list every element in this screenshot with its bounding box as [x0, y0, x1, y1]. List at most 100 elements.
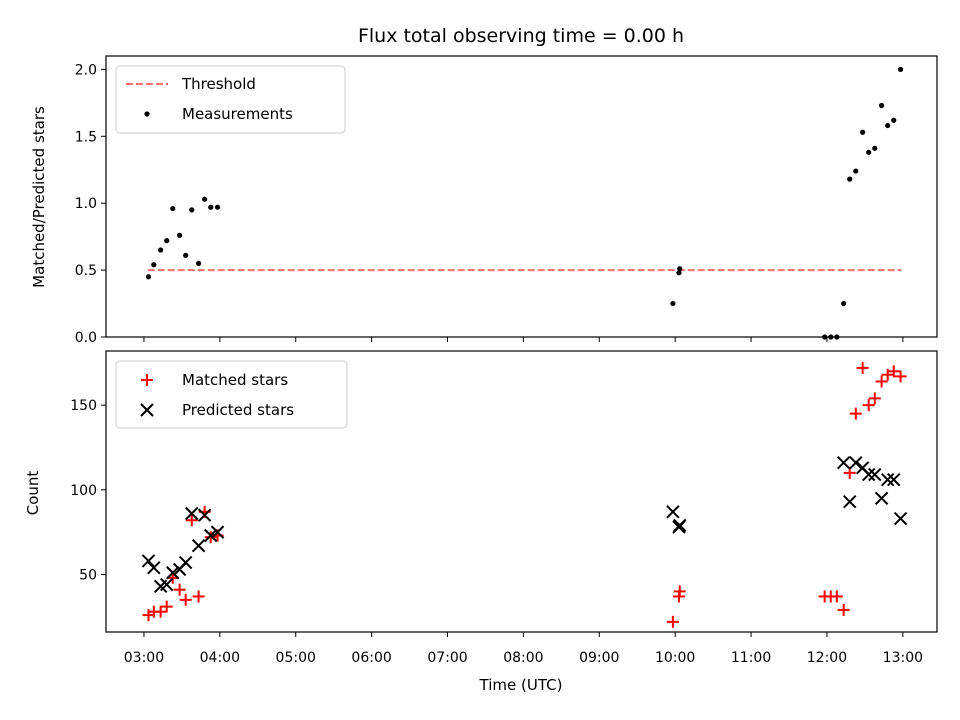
predicted-star-point	[673, 518, 687, 533]
measurement-point	[202, 196, 208, 202]
matched-star-point	[856, 361, 869, 374]
panel-ratio-x-ticks	[143, 337, 904, 342]
y-tick-label: 150	[70, 398, 97, 414]
measurement-point	[847, 176, 853, 182]
matched-star-point	[887, 365, 900, 378]
predicted-star-point	[843, 494, 857, 509]
matched-star-point	[894, 370, 907, 383]
x-tick-label: 13:00	[883, 650, 923, 666]
predicted-star-point	[191, 538, 206, 553]
measurement-point	[214, 204, 221, 210]
legend-threshold-label: Threshold	[181, 75, 256, 93]
legend-measurements-swatch	[144, 111, 150, 117]
measurement-point	[183, 252, 189, 258]
measurement-point	[151, 262, 157, 268]
predicted-star-point	[868, 467, 882, 482]
measurement-point	[885, 122, 891, 129]
measurement-point	[841, 300, 847, 307]
predicted-star-point	[880, 472, 895, 487]
legend-box	[115, 360, 348, 429]
x-tick-label: 12:00	[807, 650, 847, 666]
matched-star-point	[868, 392, 881, 405]
measurement-point	[866, 149, 872, 155]
y-tick-label: 50	[79, 567, 97, 583]
measurement-point	[891, 117, 897, 123]
measurement-point	[670, 300, 676, 307]
measurement-point	[822, 334, 828, 340]
matched-star-point	[849, 407, 862, 420]
predicted-star-point	[160, 577, 174, 592]
panel-ratio-frame	[105, 55, 938, 338]
matched-star-point	[830, 590, 843, 603]
measurement-points	[145, 66, 904, 340]
x-tick-label: 03:00	[124, 650, 164, 666]
legend-predicted-swatch	[140, 403, 154, 417]
y-tick-label: 2.0	[75, 62, 97, 78]
matched-star-point	[843, 466, 856, 479]
matched-star-point	[154, 605, 167, 618]
predicted-star-point	[141, 554, 156, 568]
x-tick-label: 10:00	[655, 650, 695, 666]
measurement-point	[872, 145, 878, 151]
measurement-point	[853, 168, 859, 174]
panel-ratio-legend: Threshold Measurements	[115, 65, 346, 134]
measurement-point	[897, 66, 904, 72]
measurement-point	[145, 274, 152, 280]
x-axis-label: Time (UTC)	[479, 676, 563, 694]
panel-ratio-y-label: Matched/Predicted stars	[30, 106, 48, 288]
predicted-star-point	[197, 508, 212, 522]
x-tick-label: 11:00	[731, 650, 771, 666]
matched-star-point	[192, 590, 205, 603]
matched-star-point	[666, 615, 679, 628]
predicted-star-point	[874, 491, 889, 505]
panel-counts-y-label: Count	[24, 471, 42, 516]
predicted-star-point	[893, 511, 908, 526]
predicted-star-point	[861, 467, 876, 482]
measurement-point	[208, 204, 214, 210]
measurement-point	[189, 207, 195, 213]
matched-star-point	[179, 593, 192, 606]
x-tick-label: 06:00	[351, 650, 391, 666]
panel-ratio: 0.00.51.01.52.0 Matched/Predicted stars …	[30, 55, 938, 346]
legend-predicted-label: Predicted stars	[182, 401, 294, 419]
measurement-point	[879, 102, 885, 109]
legend-matched-label: Matched stars	[182, 371, 288, 389]
y-tick-label: 0.0	[75, 330, 97, 346]
panel-ratio-y-ticks: 0.0 0.5 1.0 1.5 2.0	[75, 62, 106, 346]
measurement-point	[164, 238, 170, 244]
panel-counts-frame	[105, 350, 938, 633]
panel-counts-x-ticks: 03:00 04:00 05:00 06:00 07:00 08:00 09:00 10:00…	[124, 632, 923, 666]
predicted-star-point	[185, 506, 199, 521]
measurement-point	[828, 334, 834, 340]
measurement-point	[170, 205, 176, 212]
predicted-star-point	[210, 525, 225, 539]
panel-counts-y-ticks: 50 100 150	[70, 398, 106, 583]
matched-star-point	[862, 399, 875, 412]
measurement-point	[676, 270, 682, 276]
measurement-point	[177, 232, 183, 238]
matched-star-point	[837, 603, 850, 616]
measurement-point	[677, 266, 683, 272]
count-points	[141, 361, 908, 628]
legend-measurements-label: Measurements	[182, 105, 293, 123]
panel-counts-legend: Matched stars Predicted stars	[115, 360, 348, 429]
matched-star-point	[204, 531, 217, 544]
predicted-star-point	[178, 555, 193, 570]
x-tick-label: 09:00	[579, 650, 619, 666]
predicted-star-point	[836, 456, 851, 470]
legend-box	[115, 65, 346, 134]
predicted-star-point	[849, 456, 863, 470]
x-tick-label: 08:00	[503, 650, 543, 666]
y-tick-label: 1.0	[75, 196, 97, 212]
predicted-star-point	[166, 566, 180, 580]
matched-star-point	[673, 585, 686, 598]
x-tick-label: 05:00	[276, 650, 316, 666]
matched-star-point	[185, 514, 198, 527]
measurement-point	[834, 334, 840, 340]
x-tick-label: 04:00	[200, 650, 240, 666]
matched-star-point	[881, 368, 894, 381]
measurement-point	[195, 260, 202, 267]
matched-star-point	[160, 600, 173, 613]
